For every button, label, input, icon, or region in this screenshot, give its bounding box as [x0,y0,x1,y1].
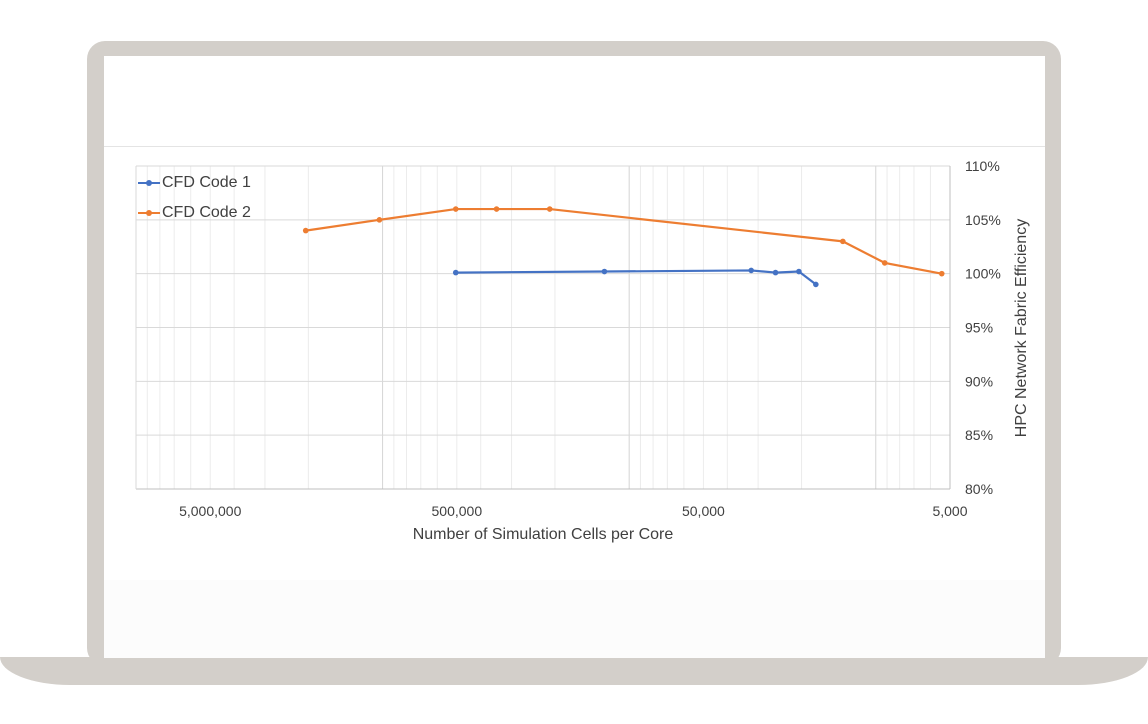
data-point-series-1 [452,269,459,276]
y-tick-label: 110% [965,158,1000,174]
data-point-series-1 [601,268,608,275]
y-tick-label: 95% [965,320,993,336]
data-point-series-1 [748,267,755,274]
screen-divider [104,146,1045,147]
data-point-series-2 [546,206,553,212]
data-point-series-2 [881,260,888,266]
x-tick-label: 5,000 [932,503,967,519]
legend-swatch-series-1 [138,176,160,190]
legend-label-series-2: CFD Code 2 [162,204,251,221]
screen-lower-area [104,580,1045,658]
data-point-series-1 [796,268,802,275]
chart-legend: CFD Code 1 CFD Code 2 [138,168,251,228]
laptop-screen [104,56,1045,658]
data-point-series-2 [938,270,945,277]
data-point-series-2 [302,227,309,234]
legend-swatch-series-2 [138,206,160,220]
grid-lines [135,165,951,490]
x-tick-label: 50,000 [682,503,725,519]
y-tick-label: 85% [965,427,993,443]
laptop-base [0,657,1148,685]
tick-labels: 80% 85% 90% 95% 100% 105% 110% 5,000,000 500,000… [179,158,1001,519]
x-axis-title: Number of Simulation Cells per Core [412,526,674,543]
data-point-series-1 [813,281,819,288]
data-point-series-2 [376,217,383,223]
legend-item-series-1: CFD Code 1 [138,168,251,198]
y-tick-label: 105% [965,212,1001,228]
y-tick-label: 80% [965,481,993,497]
y-tick-label: 90% [965,373,993,389]
x-tick-label: 500,000 [432,503,483,519]
data-point-series-1 [772,269,779,276]
data-point-series-2 [452,206,459,212]
axes [135,166,951,490]
data-point-series-2 [493,206,500,212]
series-lines [302,206,945,288]
x-tick-label: 5,000,000 [179,503,241,519]
data-point-series-2 [840,238,846,245]
series-line-2 [305,207,942,275]
y-tick-label: 100% [965,266,1001,282]
series-line-1 [455,269,817,286]
legend-item-series-2: CFD Code 2 [138,198,251,228]
y-axis-title: HPC Network Fabric Efficiency [1013,218,1030,438]
legend-label-series-1: CFD Code 1 [162,174,251,191]
